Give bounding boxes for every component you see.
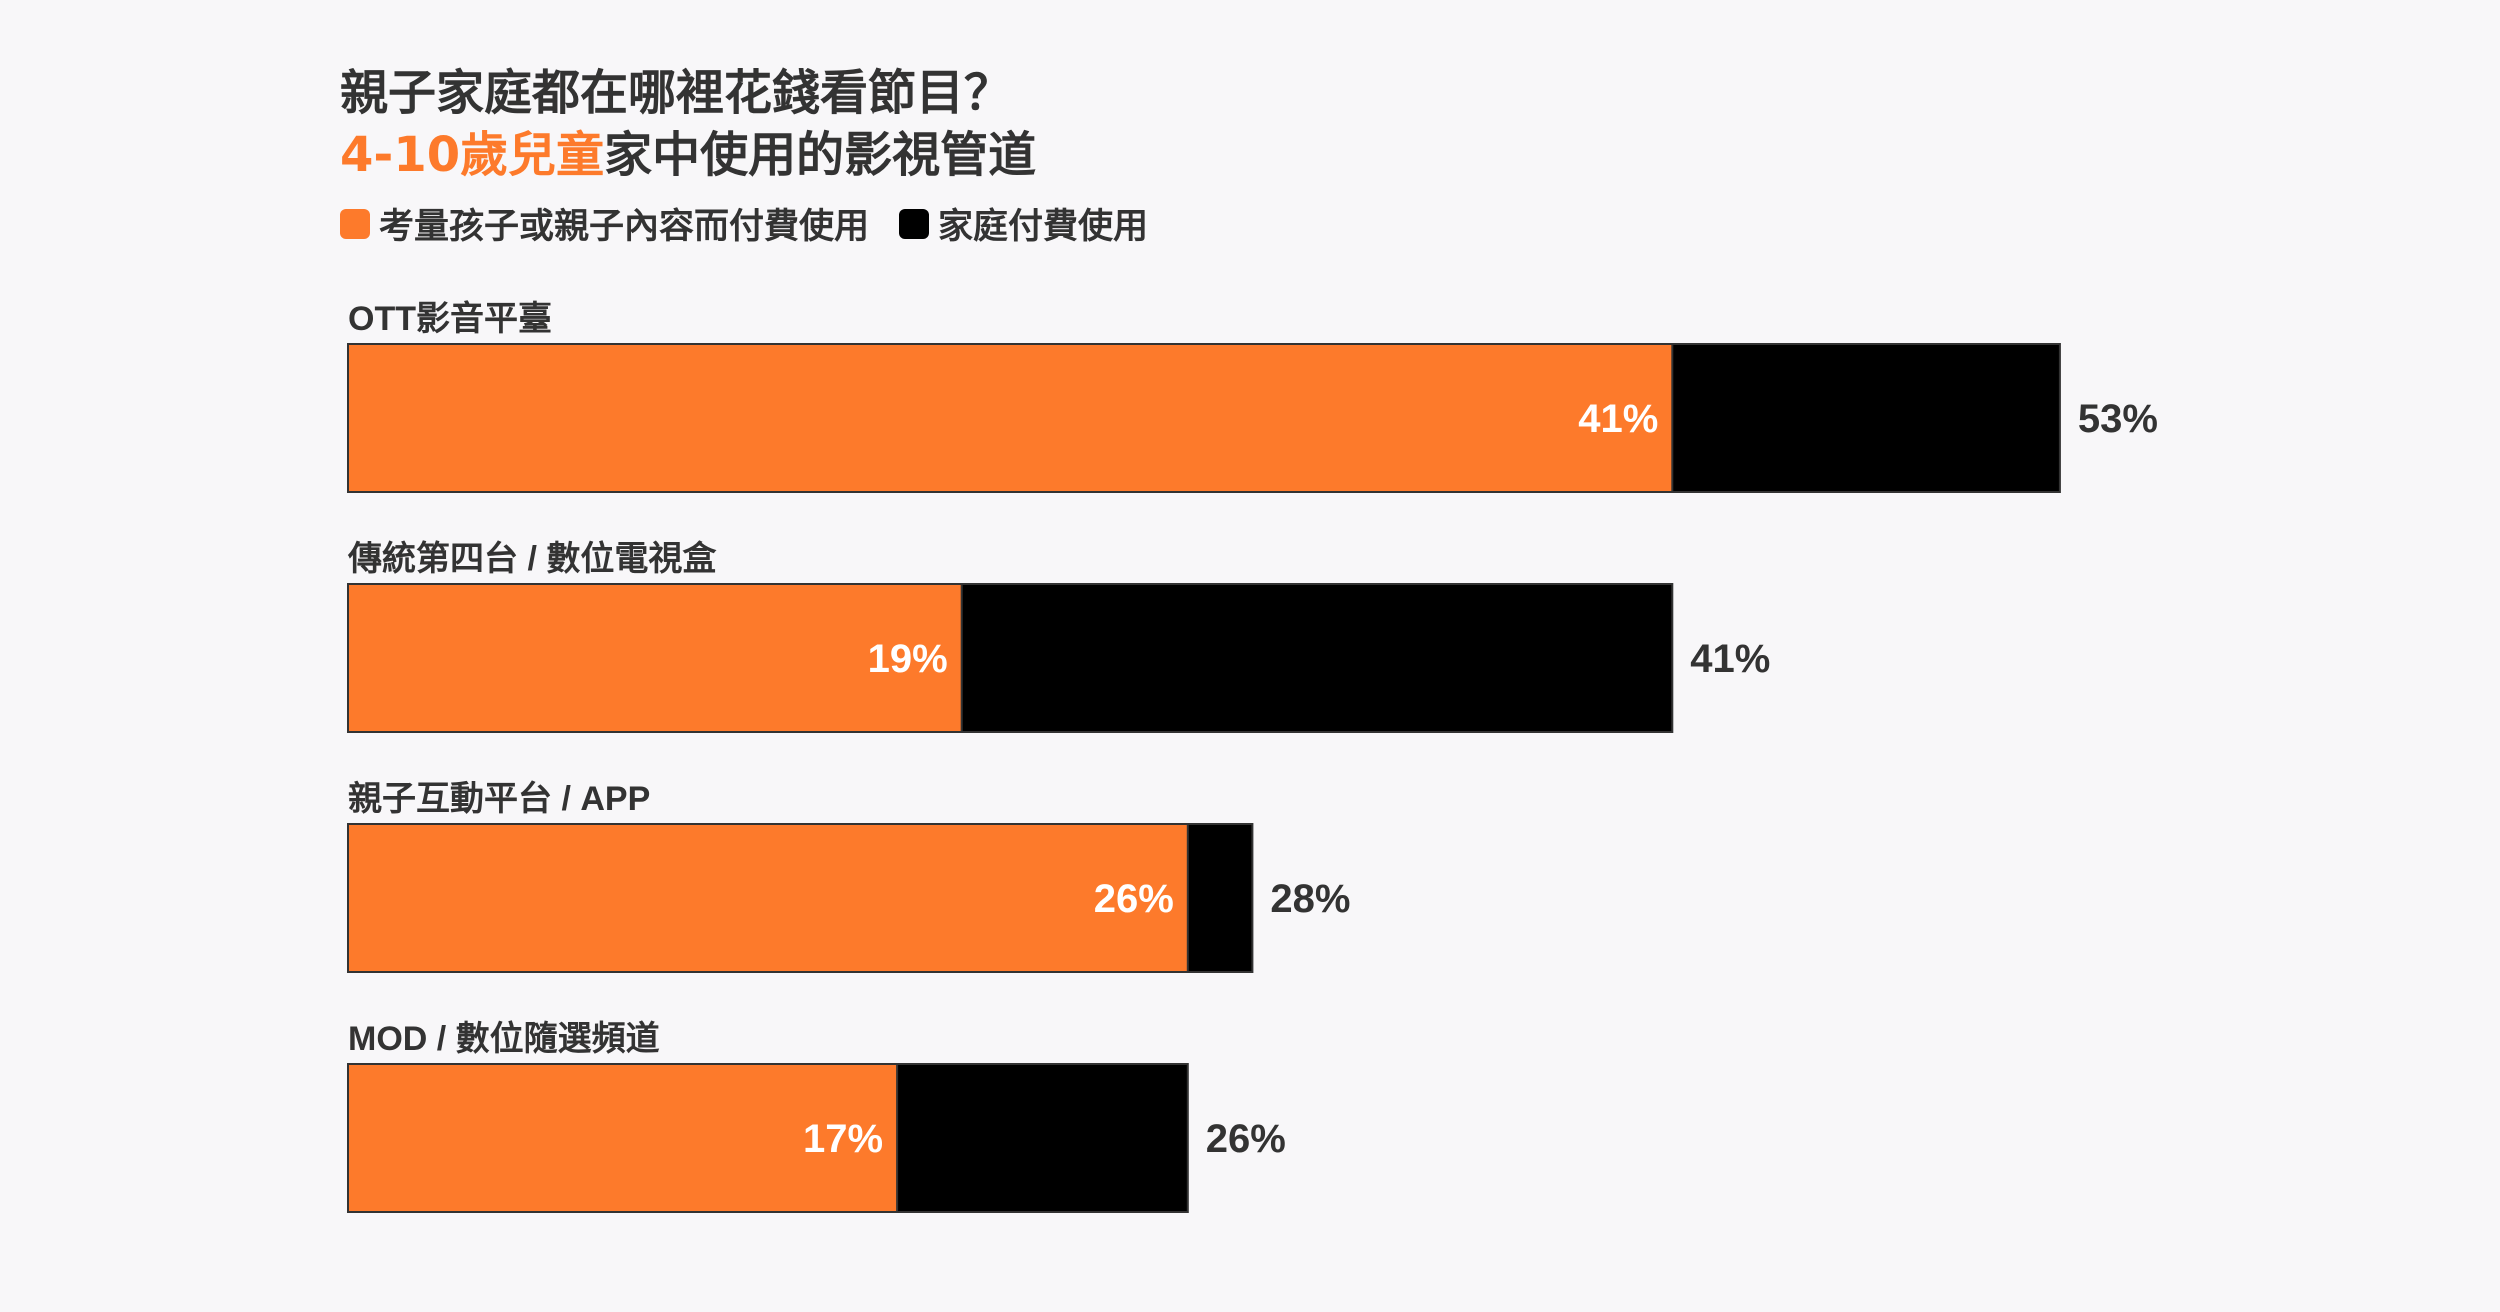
bar-child-paid <box>347 823 1189 973</box>
chart-subtitle-rest: 家中使用的影視管道 <box>604 127 1037 183</box>
chart-subtitle-accent: 4-10歲兒童 <box>340 127 605 183</box>
value-label-family-paid: 53% <box>2078 397 2158 441</box>
value-label-child-paid: 26% <box>1094 877 1174 921</box>
legend-item-family-paid: 家庭付費使用 <box>899 198 1148 249</box>
bar-child-paid <box>347 583 963 733</box>
value-label-family-paid: 26% <box>1206 1117 1286 1161</box>
category-label: 傳統第四台 / 數位電視盒 <box>347 539 717 578</box>
chart-legend: 考量孩子或親子內容而付費使用 家庭付費使用 <box>340 198 1178 249</box>
category-label: OTT影音平臺 <box>348 300 552 338</box>
value-label-child-paid: 19% <box>868 637 948 681</box>
value-label-child-paid: 41% <box>1578 397 1658 441</box>
bar-child-paid <box>347 343 1674 493</box>
value-label-family-paid: 28% <box>1270 877 1350 921</box>
legend-label-child-paid: 考量孩子或親子內容而付費使用 <box>379 207 870 247</box>
legend-swatch-orange <box>340 208 370 239</box>
legend-swatch-black <box>899 208 930 239</box>
value-label-child-paid: 17% <box>803 1117 883 1161</box>
value-label-family-paid: 41% <box>1690 637 1770 681</box>
bar-child-paid <box>347 1063 899 1213</box>
category-label: MOD / 數位隨選頻道 <box>348 1020 660 1058</box>
category-label: 親子互動平台 / APP <box>348 780 650 818</box>
chart-title: 親子家庭都在哪裡花錢看節目？ <box>340 65 1013 121</box>
chart-title-block: 親子家庭都在哪裡花錢看節目？ 4-10歲兒童家中使用的影視管道 <box>340 62 1036 186</box>
legend-item-child-paid: 考量孩子或親子內容而付費使用 <box>340 198 869 249</box>
legend-label-family-paid: 家庭付費使用 <box>938 207 1149 247</box>
chart-subtitle: 4-10歲兒童家中使用的影視管道 <box>340 124 1036 186</box>
